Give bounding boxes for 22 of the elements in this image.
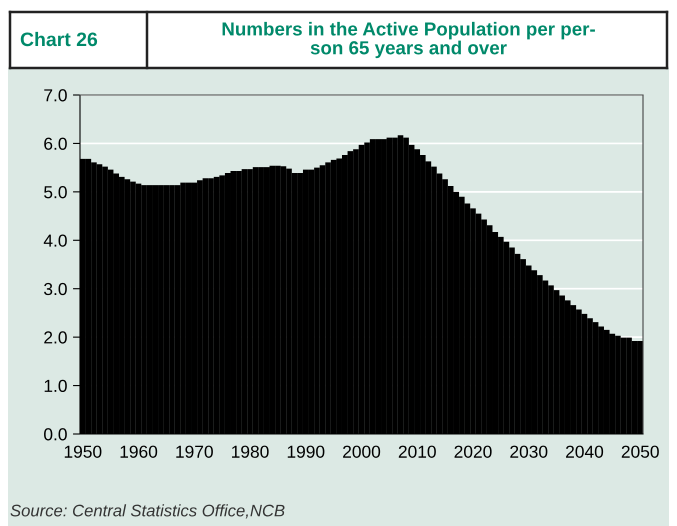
x-tick-label: 2040 — [566, 446, 604, 458]
y-tick-label: 4.0 — [44, 234, 67, 247]
chart-title: Numbers in the Active Population per per- son 65 years and over — [222, 22, 595, 58]
y-tick-label: 3.0 — [44, 282, 67, 296]
x-tick-label: 2020 — [454, 446, 492, 458]
y-tick-label: 5.0 — [44, 186, 67, 198]
source-note: Source: Central Statistics Office,NCB — [10, 504, 285, 518]
x-tick-label: 1960 — [120, 446, 158, 458]
x-tick-label: 2030 — [510, 446, 548, 458]
y-tick-label: 2.0 — [44, 331, 67, 344]
x-tick-label: 1950 — [64, 446, 102, 458]
y-tick-label: 6.0 — [44, 138, 67, 150]
x-tick-label: 1970 — [176, 446, 213, 458]
y-tick-label: 1.0 — [44, 380, 67, 392]
x-tick-label: 2010 — [398, 446, 436, 458]
x-tick-label: 1990 — [288, 446, 324, 458]
y-tick-label: 7.0 — [44, 89, 67, 102]
x-tick-label: 2000 — [343, 446, 380, 458]
y-tick-label: 0.0 — [44, 428, 67, 440]
caption: Chart 26 — [20, 32, 98, 46]
x-tick-label: 2050 — [622, 446, 659, 458]
x-tick-label: 1980 — [232, 446, 269, 458]
